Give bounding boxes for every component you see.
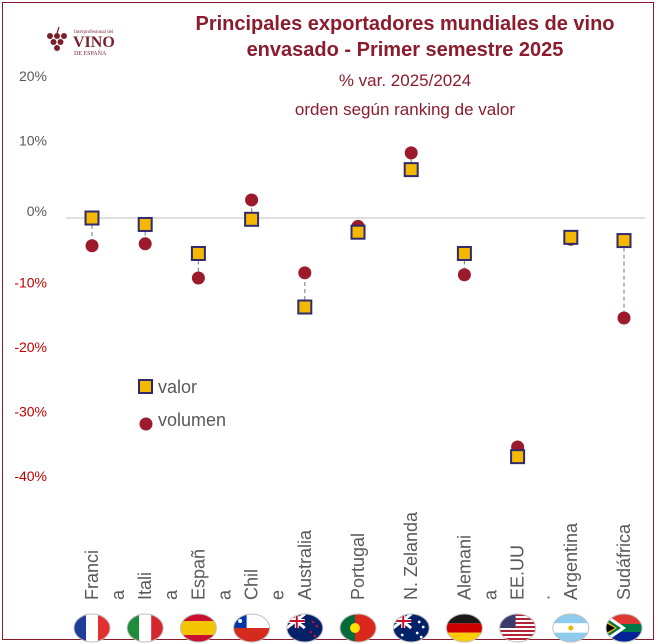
flag-border bbox=[179, 613, 217, 643]
legend-valor-label: valor bbox=[158, 377, 197, 397]
valor-point bbox=[616, 233, 632, 249]
nz-flag-icon bbox=[286, 614, 323, 642]
valor-point bbox=[190, 245, 206, 261]
valor-point bbox=[297, 299, 313, 315]
flag-border bbox=[552, 613, 590, 643]
logo-top-text: Interprofesional del bbox=[74, 30, 114, 35]
legend: valor volumen bbox=[138, 377, 226, 431]
x-tick-label: N. Zelanda bbox=[401, 511, 421, 600]
x-tick-label: Australia bbox=[295, 529, 315, 600]
flag-border bbox=[499, 613, 537, 643]
flag-border bbox=[605, 613, 643, 643]
y-tick-label: -30% bbox=[14, 404, 47, 420]
volumen-point bbox=[245, 193, 259, 207]
x-tick-label: Españ a bbox=[188, 549, 234, 600]
volumen-point bbox=[85, 239, 99, 253]
x-tick-label: Alemani a bbox=[454, 535, 500, 600]
chart-subtitle-line-1: % var. 2025/2024 bbox=[339, 71, 471, 90]
x-tick-label: Franci a bbox=[82, 550, 128, 600]
volumen-point bbox=[457, 268, 471, 282]
valor-point bbox=[350, 224, 366, 240]
valor-point bbox=[403, 162, 419, 178]
y-tick-label: -20% bbox=[14, 339, 47, 355]
y-tick-label: -40% bbox=[14, 468, 47, 484]
flag-border bbox=[73, 613, 111, 643]
es-flag-icon bbox=[180, 614, 217, 642]
legend-valor-marker bbox=[138, 379, 153, 394]
volumen-point bbox=[138, 237, 152, 251]
y-tick-label: 20% bbox=[19, 68, 47, 84]
za-flag-icon bbox=[606, 614, 642, 642]
it-flag-icon bbox=[127, 614, 164, 642]
flag-border bbox=[392, 613, 430, 643]
volumen-point bbox=[617, 311, 631, 325]
fr-flag-icon bbox=[74, 614, 110, 642]
ar-flag-icon bbox=[552, 614, 589, 642]
x-tick-label: Portugal bbox=[348, 533, 368, 600]
valor-point bbox=[137, 216, 153, 232]
y-tick-label: 10% bbox=[19, 133, 47, 149]
volumen-point bbox=[191, 271, 205, 285]
valor-point bbox=[456, 245, 472, 261]
x-tick-label: Itali a bbox=[135, 572, 181, 600]
x-tick-label: Sudáfrica bbox=[614, 523, 634, 600]
pt-flag-icon bbox=[340, 614, 376, 642]
legend-volumen-marker bbox=[139, 417, 153, 431]
au-flag-icon bbox=[393, 614, 430, 642]
flag-border bbox=[339, 613, 377, 643]
valor-point bbox=[84, 210, 100, 226]
y-tick-label: -10% bbox=[14, 275, 47, 291]
cl-flag-icon bbox=[233, 614, 270, 642]
volumen-point bbox=[298, 266, 312, 280]
x-tick-label: Argentina bbox=[561, 522, 581, 600]
valor-point bbox=[563, 229, 579, 245]
chart-title-line-2: envasado - Primer semestre 2025 bbox=[247, 39, 564, 61]
logo-sub-text: DE ESPAÑA bbox=[74, 49, 107, 57]
logo-main-text: VINO bbox=[73, 34, 115, 51]
x-tick-label: EE.UU. bbox=[508, 545, 554, 600]
chart-subtitle-line-2: orden según ranking de valor bbox=[295, 100, 516, 119]
de-flag-icon bbox=[446, 614, 483, 642]
valor-point bbox=[244, 211, 260, 227]
logo: Interprofesional del VINO DE ESPAÑA bbox=[47, 26, 115, 57]
flag-border bbox=[445, 613, 483, 643]
chart-title-line-1: Principales exportadores mundiales de vi… bbox=[195, 13, 614, 35]
valor-point bbox=[510, 449, 526, 465]
legend-volumen-label: volumen bbox=[158, 410, 226, 430]
flag-border bbox=[233, 613, 271, 643]
x-tick-label: Chil e bbox=[242, 569, 288, 600]
volumen-point bbox=[404, 146, 418, 160]
y-tick-label: 0% bbox=[27, 203, 47, 219]
grape-icon bbox=[47, 26, 67, 51]
flag-border bbox=[286, 613, 324, 643]
flag-border bbox=[126, 613, 164, 643]
